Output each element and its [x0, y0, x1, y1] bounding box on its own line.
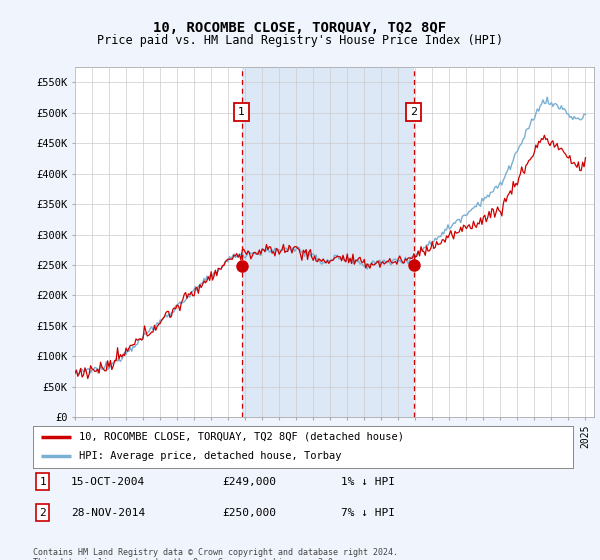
Text: 2: 2	[40, 508, 46, 518]
Text: Contains HM Land Registry data © Crown copyright and database right 2024.
This d: Contains HM Land Registry data © Crown c…	[33, 548, 398, 560]
Text: 1: 1	[40, 477, 46, 487]
Text: 10, ROCOMBE CLOSE, TORQUAY, TQ2 8QF: 10, ROCOMBE CLOSE, TORQUAY, TQ2 8QF	[154, 21, 446, 35]
Text: 1% ↓ HPI: 1% ↓ HPI	[341, 477, 395, 487]
Text: HPI: Average price, detached house, Torbay: HPI: Average price, detached house, Torb…	[79, 451, 341, 461]
Text: 2: 2	[410, 106, 418, 116]
Text: 7% ↓ HPI: 7% ↓ HPI	[341, 508, 395, 518]
Text: 10, ROCOMBE CLOSE, TORQUAY, TQ2 8QF (detached house): 10, ROCOMBE CLOSE, TORQUAY, TQ2 8QF (det…	[79, 432, 404, 442]
Text: Price paid vs. HM Land Registry's House Price Index (HPI): Price paid vs. HM Land Registry's House …	[97, 34, 503, 48]
Bar	[242, 67, 414, 417]
Text: 1: 1	[238, 106, 245, 116]
Text: £250,000: £250,000	[222, 508, 276, 518]
Text: £249,000: £249,000	[222, 477, 276, 487]
Text: 15-OCT-2004: 15-OCT-2004	[71, 477, 145, 487]
Text: 28-NOV-2014: 28-NOV-2014	[71, 508, 145, 518]
